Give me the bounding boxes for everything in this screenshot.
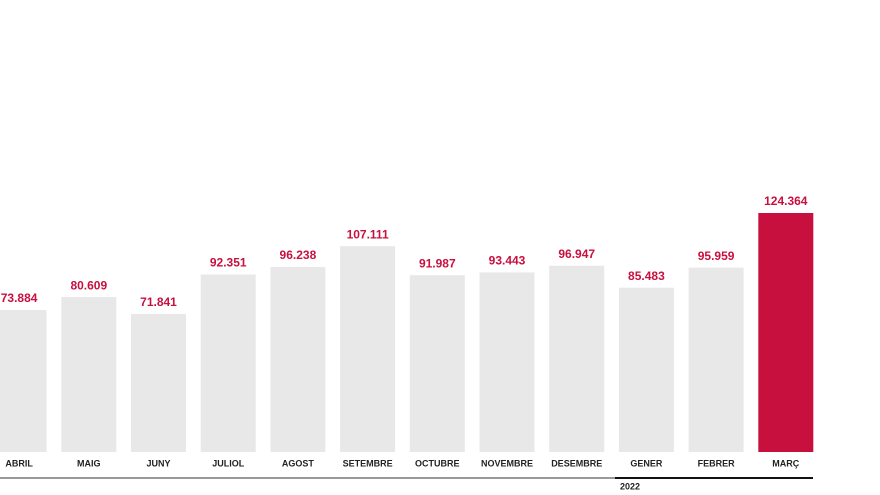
bar	[618, 287, 674, 452]
x-tick-label: MARÇ	[772, 458, 799, 468]
x-tick-label: GENER	[630, 458, 663, 468]
x-tick-label: OCTUBRE	[415, 458, 460, 468]
value-label: 95.959	[698, 249, 735, 263]
year-label: 2022	[620, 481, 640, 491]
value-label: 93.443	[489, 254, 526, 268]
x-tick-label: JUNY	[146, 458, 170, 468]
bar	[758, 213, 814, 452]
bar	[340, 246, 396, 452]
value-label: 96.238	[280, 248, 317, 262]
bar	[0, 310, 47, 452]
value-label: 107.111	[347, 227, 389, 241]
x-tick-label: FEBRER	[698, 458, 736, 468]
value-label: 92.351	[210, 256, 247, 270]
bar	[61, 297, 117, 452]
bar	[270, 267, 326, 452]
x-tick-label: NOVEMBRE	[481, 458, 533, 468]
x-tick-label: MAIG	[77, 458, 101, 468]
bar	[409, 275, 465, 452]
value-label: 80.609	[70, 278, 107, 292]
bar	[479, 272, 535, 452]
value-label: 71.841	[140, 295, 177, 309]
value-label: 73.884	[1, 291, 38, 305]
x-tick-label: JULIOL	[212, 458, 245, 468]
value-label: 85.483	[628, 269, 665, 283]
bar	[200, 274, 256, 452]
x-tick-label: ABRIL	[5, 458, 33, 468]
value-label: 91.987	[419, 256, 456, 270]
x-tick-label: AGOST	[282, 458, 315, 468]
x-tick-label: SETEMBRE	[343, 458, 393, 468]
bar	[549, 265, 605, 452]
bar	[131, 313, 186, 452]
value-label: 96.947	[558, 247, 595, 261]
bar	[688, 267, 744, 452]
x-tick-label: DESEMBRE	[551, 458, 602, 468]
value-label: 124.364	[764, 194, 808, 208]
